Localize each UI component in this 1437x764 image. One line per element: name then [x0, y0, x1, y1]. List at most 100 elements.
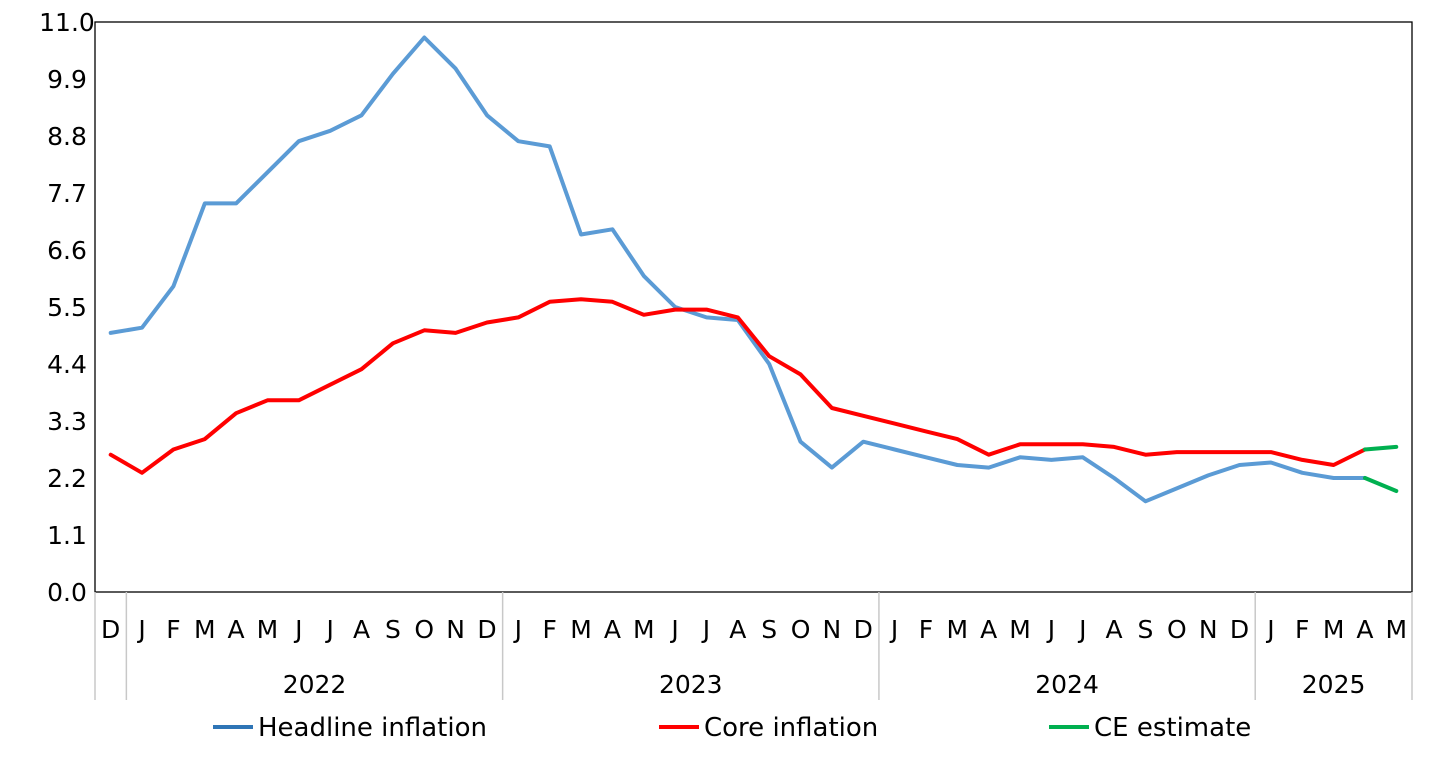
data-point: [298, 140, 300, 142]
x-month-label: J: [1046, 615, 1055, 644]
data-point: [956, 464, 958, 466]
y-tick-label: 4.4: [47, 350, 87, 379]
x-month-label: A: [228, 615, 245, 644]
data-point: [1270, 461, 1272, 463]
data-point: [799, 441, 801, 443]
x-month-label: F: [919, 615, 933, 644]
data-point: [1270, 451, 1272, 453]
data-point: [235, 412, 237, 414]
data-point: [486, 321, 488, 323]
y-tick-label: 0.0: [47, 578, 87, 607]
data-point: [611, 228, 613, 230]
x-month-label: O: [791, 615, 811, 644]
data-point: [705, 308, 707, 310]
data-point: [235, 202, 237, 204]
x-month-label: J: [513, 615, 522, 644]
data-point: [1332, 464, 1334, 466]
x-month-label: M: [570, 615, 592, 644]
data-point: [925, 430, 927, 432]
data-point: [1301, 459, 1303, 461]
data-point: [266, 171, 268, 173]
y-tick-label: 1.1: [47, 521, 87, 550]
data-point: [517, 316, 519, 318]
legend-label: Headline inflation: [258, 713, 487, 743]
legend-label: CE estimate: [1094, 713, 1251, 743]
y-tick-label: 8.8: [47, 122, 87, 151]
data-point: [329, 130, 331, 132]
x-month-label: J: [701, 615, 710, 644]
data-point: [1207, 474, 1209, 476]
y-tick-label: 11.0: [39, 8, 95, 37]
data-point: [548, 301, 550, 303]
x-month-label: D: [854, 615, 873, 644]
series-line-ce-estimate: [1363, 476, 1399, 493]
data-point: [1050, 459, 1052, 461]
data-point: [1019, 443, 1021, 445]
x-month-label: A: [729, 615, 746, 644]
data-point: [1082, 443, 1084, 445]
data-point: [1301, 472, 1303, 474]
x-month-label: A: [353, 615, 370, 644]
data-point: [360, 368, 362, 370]
x-month-label: M: [1009, 615, 1031, 644]
data-point: [1176, 487, 1178, 489]
data-point: [1050, 443, 1052, 445]
data-point: [862, 441, 864, 443]
legend: Headline inflation Core inflation CE estim…: [213, 713, 1251, 743]
series-line-core: [108, 297, 1367, 475]
data-point: [987, 453, 989, 455]
data-point: [266, 399, 268, 401]
x-month-label: D: [477, 615, 496, 644]
legend-label: Core inflation: [704, 713, 878, 743]
data-point: [298, 399, 300, 401]
data-point: [799, 373, 801, 375]
data-point: [1332, 477, 1334, 479]
data-point: [423, 329, 425, 331]
x-month-label: D: [1230, 615, 1249, 644]
data-point: [423, 36, 425, 38]
data-point: [831, 407, 833, 409]
x-month-label: S: [1138, 615, 1154, 644]
x-year-label: 2024: [1035, 670, 1099, 699]
data-point: [360, 114, 362, 116]
data-point: [548, 145, 550, 147]
y-tick-label: 7.7: [47, 179, 87, 208]
series-lines: [108, 35, 1399, 504]
data-point: [831, 466, 833, 468]
x-month-label: J: [669, 615, 678, 644]
data-point: [454, 332, 456, 334]
data-point: [893, 422, 895, 424]
x-month-label: M: [1323, 615, 1345, 644]
data-point: [580, 298, 582, 300]
x-year-label: 2023: [659, 670, 723, 699]
series-line-ce-estimate: [1363, 444, 1399, 452]
data-point: [987, 466, 989, 468]
data-point: [204, 202, 206, 204]
plot-area: [94, 21, 1413, 593]
x-month-label: J: [324, 615, 333, 644]
x-month-label: J: [293, 615, 302, 644]
data-point: [1113, 477, 1115, 479]
data-point: [611, 301, 613, 303]
y-tick-label: 3.3: [47, 407, 87, 436]
data-point: [643, 314, 645, 316]
data-point: [392, 73, 394, 75]
x-month-label: S: [761, 615, 777, 644]
data-point: [1144, 500, 1146, 502]
data-point: [580, 233, 582, 235]
x-month-label: A: [604, 615, 621, 644]
data-point: [1113, 446, 1115, 448]
x-month-label: A: [980, 615, 997, 644]
x-month-label: N: [823, 615, 842, 644]
data-point: [768, 363, 770, 365]
data-point: [392, 342, 394, 344]
data-point: [141, 472, 143, 474]
x-month-label: A: [1356, 615, 1373, 644]
x-month-label: A: [1106, 615, 1123, 644]
data-point: [925, 456, 927, 458]
data-point: [486, 114, 488, 116]
y-axis: 0.0 1.1 2.2 3.3 4.4 5.5 6.6 7.7 8.8 9.9 11.0: [39, 8, 95, 607]
x-year-label: 2022: [283, 670, 347, 699]
data-point: [141, 327, 143, 329]
